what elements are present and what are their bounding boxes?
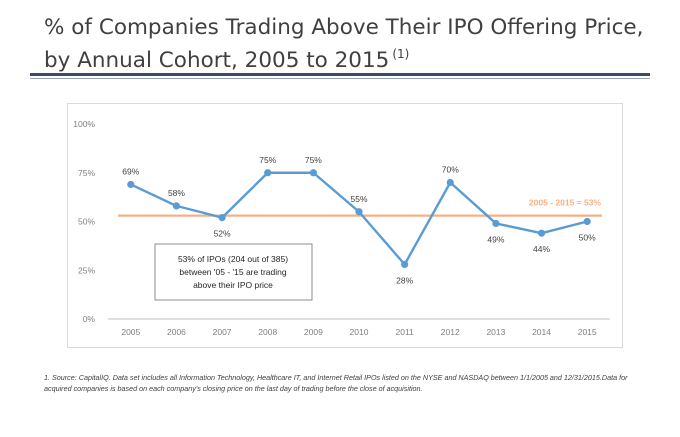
y-tick-label: 25% <box>78 265 95 275</box>
data-label: 75% <box>259 155 276 165</box>
y-tick-label: 75% <box>78 168 95 178</box>
data-label: 75% <box>305 155 322 165</box>
y-tick-label: 50% <box>78 217 95 227</box>
data-point <box>583 217 591 226</box>
data-point <box>309 169 317 177</box>
y-tick-label: 100% <box>73 119 95 129</box>
data-label: 28% <box>396 275 413 285</box>
chart-frame <box>67 103 623 348</box>
y-tick-label: 0% <box>83 314 96 324</box>
x-tick-label: 2011 <box>395 327 414 337</box>
page-title-text: % of Companies Trading Above Their IPO O… <box>44 15 644 73</box>
data-label: 70% <box>442 165 459 175</box>
annotation-text-line: between '05 - '15 are trading <box>179 267 286 277</box>
x-tick-label: 2012 <box>441 327 460 337</box>
annotation-box <box>154 243 313 301</box>
data-point <box>172 202 181 210</box>
data-point <box>264 169 272 177</box>
x-tick-label: 2013 <box>486 327 505 337</box>
title-rule-thick <box>30 73 650 76</box>
page-title: % of Companies Trading Above Their IPO O… <box>44 14 644 74</box>
data-label: 52% <box>214 229 231 239</box>
data-point <box>401 260 409 268</box>
data-label: 49% <box>487 234 504 244</box>
data-label: 50% <box>579 233 596 243</box>
data-point <box>218 214 226 222</box>
data-point <box>446 178 454 187</box>
x-tick-label: 2010 <box>350 327 369 337</box>
source-footnote: 1. Source: CapitalIQ. Data set includes … <box>44 373 628 393</box>
x-tick-label: 2006 <box>167 327 186 337</box>
data-label: 44% <box>533 244 550 254</box>
average-reference-label: 2005 - 2015 = 53% <box>529 198 602 208</box>
x-tick-label: 2014 <box>532 327 551 337</box>
data-point <box>492 219 500 228</box>
x-tick-label: 2015 <box>578 327 597 337</box>
data-point <box>355 208 363 216</box>
annotation-text-line: 53% of IPOs (204 out of 385) <box>178 254 288 264</box>
x-tick-label: 2005 <box>121 327 140 337</box>
data-point <box>537 229 546 237</box>
annotation-text-line: above their IPO price <box>193 280 273 290</box>
x-tick-label: 2008 <box>258 327 277 337</box>
data-point <box>127 180 135 189</box>
data-label: 69% <box>122 166 139 176</box>
title-footnote-marker: (1) <box>392 47 410 61</box>
x-tick-label: 2009 <box>304 327 323 337</box>
data-label: 58% <box>168 188 185 198</box>
title-rule-thin <box>30 78 650 79</box>
data-label: 55% <box>350 194 367 204</box>
x-tick-label: 2007 <box>213 327 232 337</box>
